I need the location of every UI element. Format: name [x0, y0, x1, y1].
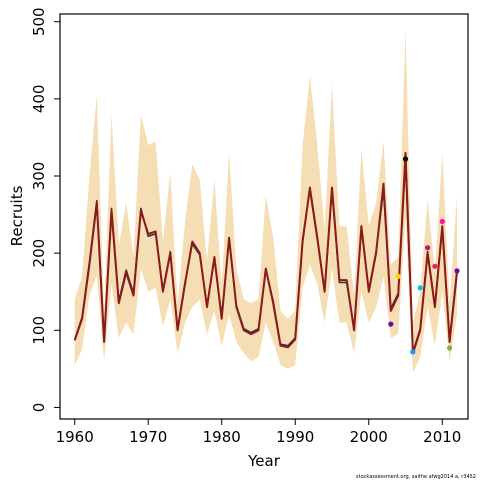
- endpoint-marker: [439, 218, 445, 225]
- endpoint-marker: [447, 345, 453, 351]
- x-tick-label: 1970: [129, 428, 167, 446]
- endpoint-marker: [417, 285, 423, 291]
- endpoint-marker: [402, 156, 409, 162]
- x-axis-title: Year: [247, 452, 281, 470]
- y-axis-title: Recruits: [8, 185, 26, 246]
- y-tick-label: 100: [30, 316, 48, 345]
- confidence-band: [74, 29, 457, 373]
- x-axis: 1960 1970 1980 1990 2000 2010: [56, 419, 461, 446]
- credit-text: stockassessment.org, saithe afwg2014 a, …: [356, 474, 476, 480]
- y-axis: 0 100 200 300 400 500: [30, 7, 60, 412]
- y-tick-label: 400: [30, 85, 48, 114]
- endpoint-markers: [388, 156, 460, 355]
- endpoint-marker: [388, 321, 394, 327]
- x-tick-label: 1990: [276, 428, 314, 446]
- plot-frame: [59, 13, 469, 420]
- endpoint-marker: [395, 273, 401, 279]
- y-tick-label: 0: [30, 403, 48, 413]
- series-layer: [73, 151, 458, 355]
- x-tick-label: 1960: [56, 428, 94, 446]
- y-tick-label: 500: [30, 7, 48, 36]
- endpoint-marker: [432, 263, 438, 269]
- series-line-1: [73, 151, 458, 355]
- x-tick-label: 1980: [203, 428, 241, 446]
- endpoint-marker: [410, 349, 416, 355]
- x-tick-label: 2010: [423, 428, 461, 446]
- y-tick-label: 300: [30, 162, 48, 191]
- x-tick-label: 2000: [350, 428, 388, 446]
- endpoint-marker: [454, 268, 460, 274]
- endpoint-marker: [425, 245, 431, 251]
- y-tick-label: 200: [30, 239, 48, 268]
